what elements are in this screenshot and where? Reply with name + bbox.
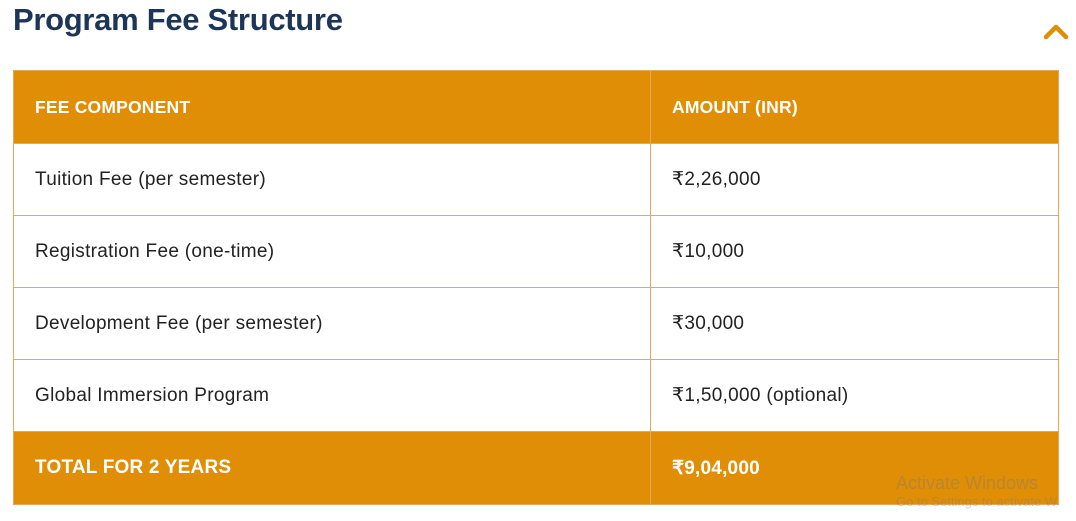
fee-component-cell: Global Immersion Program — [13, 359, 651, 432]
collapse-toggle-button[interactable] — [1040, 18, 1072, 44]
total-amount: ₹9,04,000 — [650, 431, 1059, 505]
section-header: Program Fee Structure — [0, 0, 1076, 60]
total-label: TOTAL FOR 2 YEARS — [13, 431, 651, 505]
table-row: Registration Fee (one-time) ₹10,000 — [13, 215, 1059, 288]
amount-cell: ₹1,50,000 (optional) — [650, 359, 1059, 432]
table-row: Global Immersion Program ₹1,50,000 (opti… — [13, 359, 1059, 432]
table-row: Development Fee (per semester) ₹30,000 — [13, 287, 1059, 360]
chevron-up-icon — [1043, 24, 1069, 40]
fee-component-cell: Development Fee (per semester) — [13, 287, 651, 360]
amount-cell: ₹2,26,000 — [650, 143, 1059, 216]
fee-component-cell: Registration Fee (one-time) — [13, 215, 651, 288]
fee-component-column-header: FEE COMPONENT — [13, 70, 651, 144]
amount-cell: ₹30,000 — [650, 287, 1059, 360]
amount-column-header: AMOUNT (INR) — [650, 70, 1059, 144]
table-row: Tuition Fee (per semester) ₹2,26,000 — [13, 143, 1059, 216]
section-title: Program Fee Structure — [13, 2, 343, 37]
amount-cell: ₹10,000 — [650, 215, 1059, 288]
total-row: TOTAL FOR 2 YEARS ₹9,04,000 — [13, 431, 1059, 505]
fee-structure-table: FEE COMPONENT AMOUNT (INR) Tuition Fee (… — [13, 70, 1059, 505]
fee-component-cell: Tuition Fee (per semester) — [13, 143, 651, 216]
table-header-row: FEE COMPONENT AMOUNT (INR) — [13, 70, 1059, 144]
